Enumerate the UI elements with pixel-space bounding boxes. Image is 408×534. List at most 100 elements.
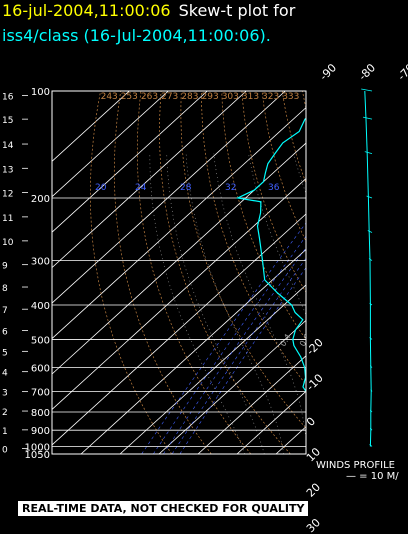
moist-adiabat-label: 3.0 [364, 332, 378, 348]
mixing-ratio-lines: 20 24 28 32 36 [95, 183, 306, 454]
wind-barb [364, 151, 373, 154]
top-temperature-label: -80 [356, 61, 378, 83]
right-temperature-label: -20 [304, 336, 326, 358]
wind-barb [362, 116, 373, 120]
dry-adiabat-label: 313 [242, 92, 259, 102]
dry-adiabat-line [180, 91, 306, 429]
wind-barb [369, 444, 373, 447]
dry-adiabat-line [323, 91, 408, 454]
dry-adiabat-line [159, 91, 291, 454]
dry-adiabat-label: 293 [202, 92, 219, 102]
dry-adiabat-line [113, 91, 212, 454]
dry-adiabat-line [281, 91, 306, 184]
dry-adiabat-line [221, 91, 306, 341]
isotherm-line [275, 426, 306, 454]
isotherm-line [52, 213, 306, 446]
height-label: 12 [2, 190, 13, 200]
height-label: 4 [2, 369, 8, 379]
pressure-label: 500 [31, 335, 50, 346]
dry-adiabat-line [343, 91, 408, 454]
dewpoint-trace [235, 117, 306, 393]
pressure-label: 300 [31, 257, 50, 268]
height-label: 3 [2, 389, 8, 399]
dry-adiabat-label: 323 [262, 92, 279, 102]
pressure-label: 700 [31, 387, 50, 398]
wind-barb [368, 258, 373, 261]
top-temperature-label: -70 [395, 61, 408, 83]
pressure-label: 900 [31, 426, 50, 437]
isotherm-lines [52, 91, 408, 454]
height-label: 0 [2, 445, 8, 455]
wind-barb [361, 88, 373, 92]
isotherm-line [52, 91, 169, 198]
moist-adiabat-label: 0.6 [298, 332, 312, 348]
mixing-ratio-label: 36 [268, 183, 280, 193]
right-temperature-label: 20 [304, 481, 323, 500]
isotherm-line [52, 91, 208, 233]
height-label: 2 [2, 408, 8, 418]
pressure-label: 1000 [25, 442, 50, 453]
winds-profile-scale: — = 10 M/ [346, 471, 399, 482]
dry-adiabat-label: 303 [222, 92, 239, 102]
isotherm-line [197, 355, 306, 454]
mixing-ratio-label: 28 [180, 183, 192, 193]
right-temperature-label: 30 [304, 516, 323, 534]
isotherm-line [158, 319, 306, 454]
isotherm-line [80, 248, 306, 454]
wind-barb [369, 337, 373, 340]
dry-adiabat-label: 263 [141, 92, 158, 102]
height-label: 13 [2, 165, 13, 175]
moist-adiabat-line [401, 154, 408, 454]
isotherm-line [52, 142, 306, 375]
dry-adiabat-label: 273 [161, 92, 178, 102]
moist-adiabat-lines: 0.40.61.02.03.05.08.012.016.0 [149, 153, 408, 454]
mixing-ratio-label: 20 [95, 183, 107, 193]
dry-adiabat-lines: 243 253 263 273 283 293 303 313 323 333 [90, 91, 408, 454]
mixing-ratio-line [153, 235, 306, 454]
right-temperature-label: -10 [304, 372, 326, 394]
winds-profile-legend: WINDS PROFILE — = 10 M/ [316, 460, 399, 482]
plot-type-label: Skew-t plot for [178, 1, 296, 20]
isotherm-line [393, 91, 408, 454]
dry-adiabat-line [136, 91, 252, 454]
dry-adiabat-line [302, 91, 306, 110]
plot-frame [51, 90, 307, 455]
isotherm-line [52, 91, 247, 269]
chart-subtitle: iss4/class (16-Jul-2004,11:00:06). [2, 26, 271, 45]
isotherm-line [119, 284, 306, 454]
moist-adiabat-line [293, 153, 306, 195]
pressure-label: 600 [31, 364, 50, 375]
pressure-lines [52, 197, 306, 447]
height-label: 14 [2, 141, 14, 151]
height-label: 10 [2, 238, 14, 248]
dry-adiabat-label: 333 [282, 92, 299, 102]
winds-profile-title: WINDS PROFILE [316, 460, 395, 471]
isotherm-line [52, 91, 286, 304]
dry-adiabat-line [90, 91, 172, 454]
dry-adiabat-label: 243 [101, 92, 118, 102]
sounding-datetime: 16-jul-2004,11:00:06 [2, 1, 171, 20]
isotherm-line [52, 178, 306, 410]
wind-barb [366, 195, 373, 199]
height-label: 7 [2, 306, 8, 316]
isotherm-line [315, 91, 408, 454]
moist-adiabat-line [166, 153, 265, 454]
pressure-label: 100 [31, 87, 50, 98]
mixing-ratio-label: 24 [135, 183, 147, 193]
quality-disclaimer: REAL-TIME DATA, NOT CHECKED FOR QUALITY [18, 501, 309, 516]
height-label: 5 [2, 348, 8, 358]
mixing-ratio-label: 32 [225, 183, 236, 193]
isotherm-line [52, 91, 130, 162]
isotherm-line [52, 107, 306, 340]
wind-barb [370, 389, 373, 392]
pressure-label: 1050 [25, 450, 50, 461]
height-label: 8 [2, 284, 8, 294]
height-label: 15 [2, 116, 13, 126]
dry-adiabat-line [261, 91, 306, 242]
pressure-label: 200 [31, 194, 50, 205]
top-temperature-label: -90 [317, 61, 339, 83]
height-label: 9 [2, 262, 8, 272]
moist-adiabat-line [185, 153, 285, 454]
wind-profile [361, 88, 373, 447]
